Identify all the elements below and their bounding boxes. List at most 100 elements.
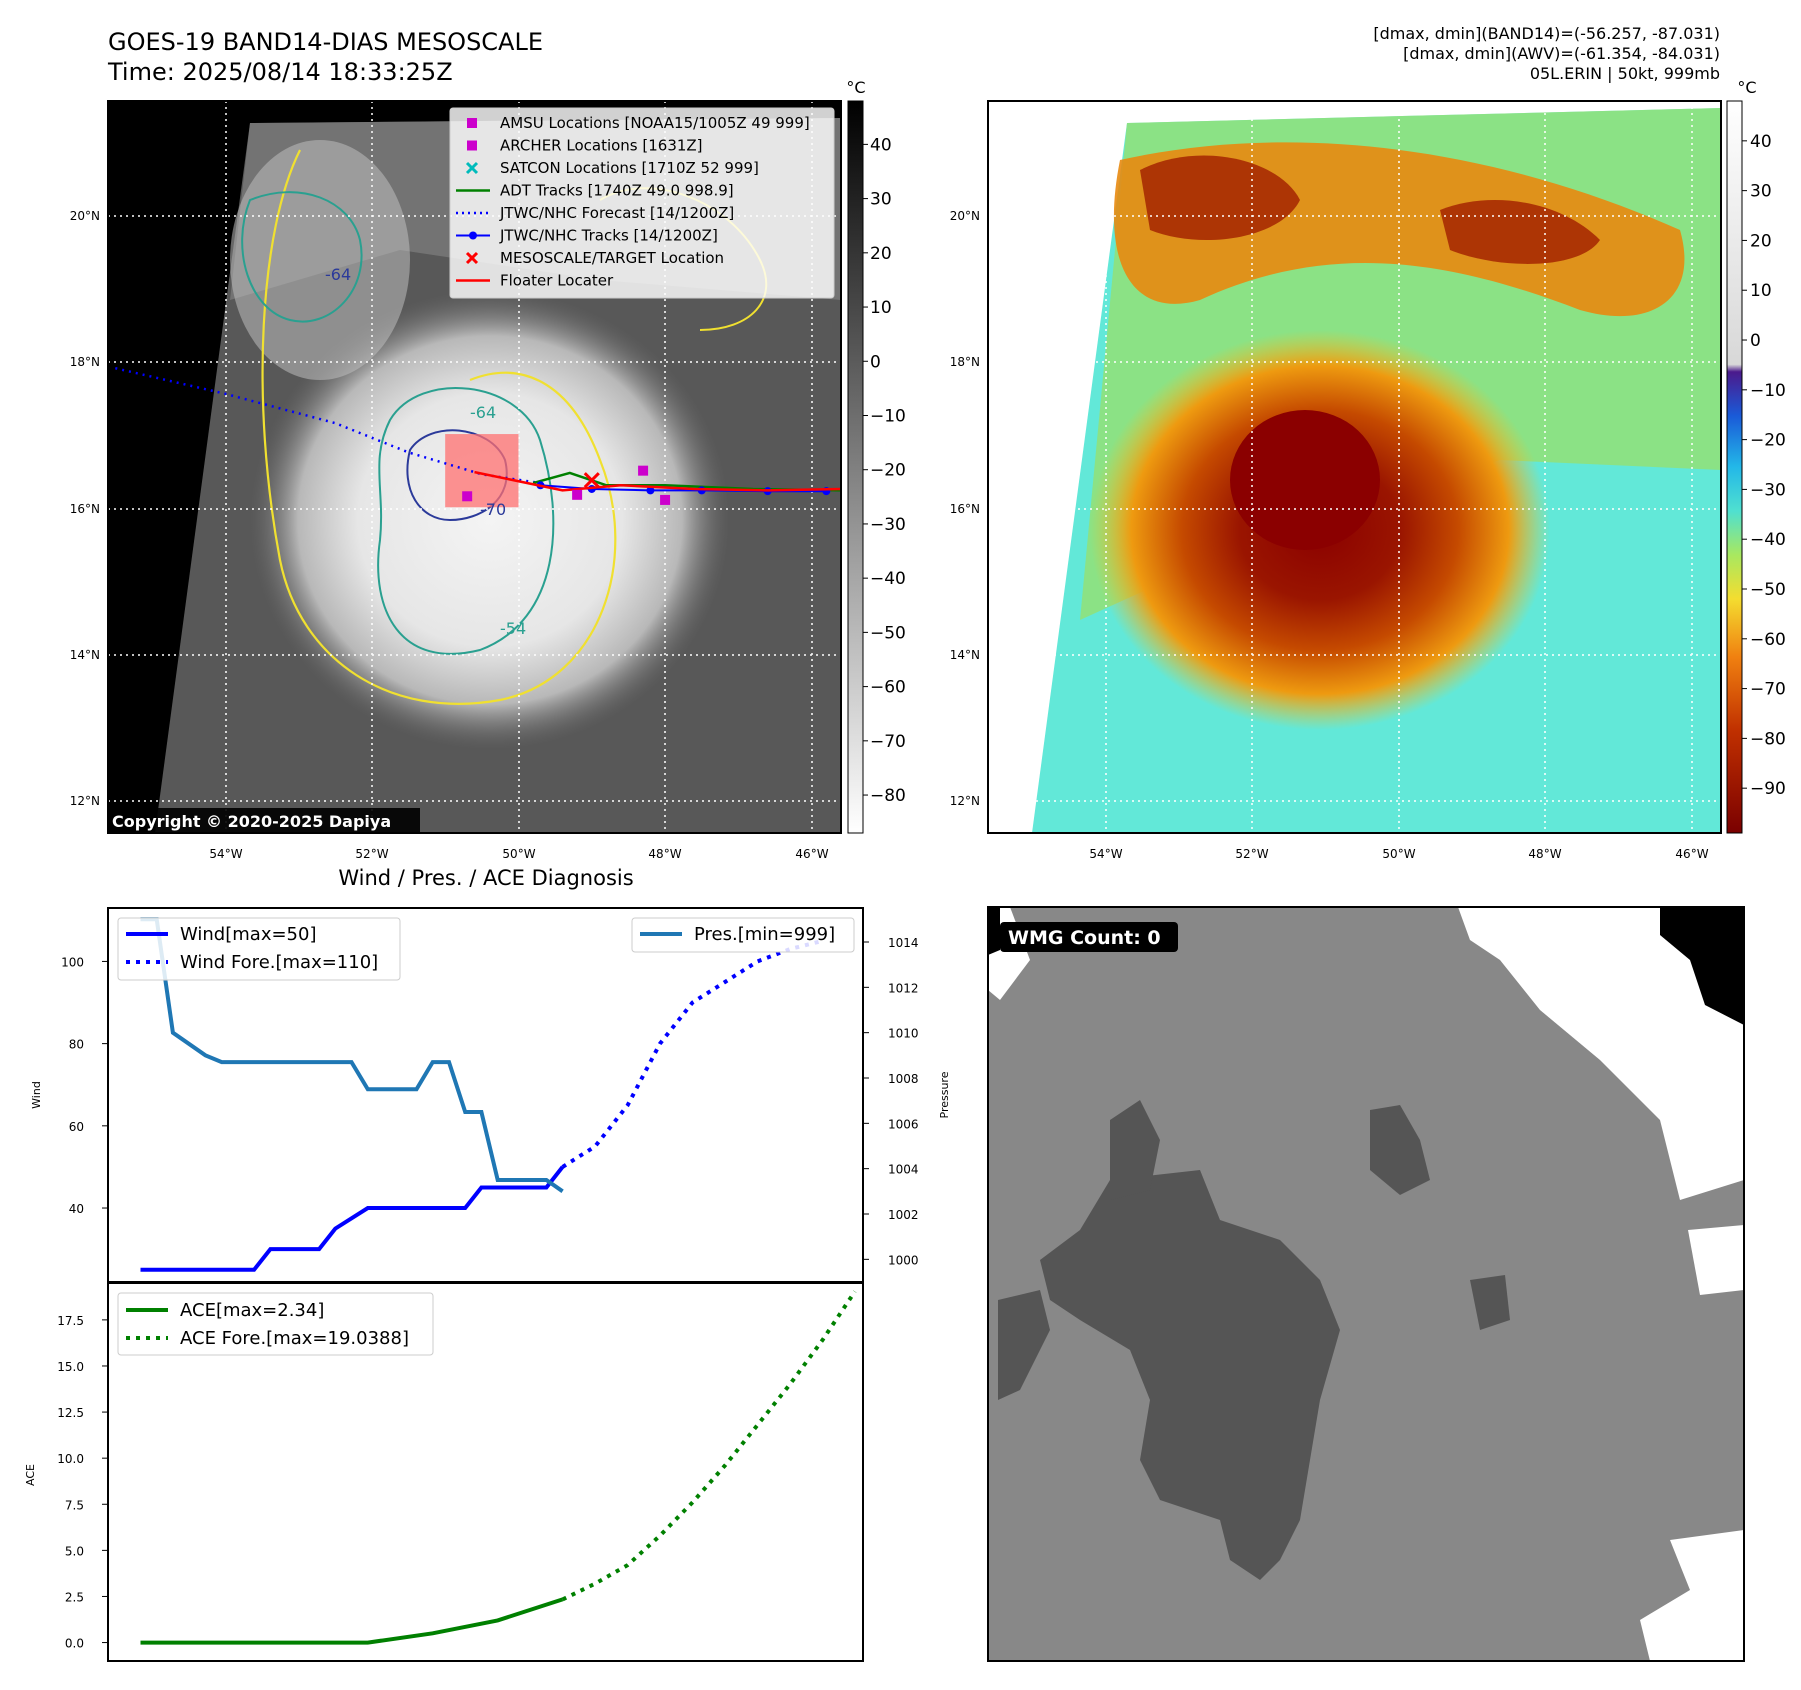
y2-tick-label: 1010 <box>888 1027 919 1041</box>
legend-label: ARCHER Locations [1631Z] <box>500 137 703 155</box>
wmg-dark-region <box>1040 1170 1340 1580</box>
amsu-point <box>660 494 671 505</box>
y2-tick-label: 1006 <box>888 1117 919 1131</box>
band14-colorbar <box>847 100 864 834</box>
legend-entry: SATCON Locations [1710Z 52 999] <box>465 159 759 177</box>
legend-ace: ACE[max=2.34] <box>180 1300 324 1321</box>
y-tick-label: 100 <box>61 955 84 969</box>
y-tick-label: 7.5 <box>65 1498 84 1512</box>
wind-pressure-chart: 40 60 80 100 1000 1002 1004 1006 1008 1010 1012 10… <box>30 907 951 1283</box>
colorbar-tick-label: −70 <box>870 732 906 752</box>
wind-line <box>140 1165 565 1272</box>
y-tick-label: 80 <box>69 1038 84 1052</box>
y2-tick-label: 1004 <box>888 1163 919 1177</box>
contour-label: -54 <box>500 619 526 638</box>
x-tick-label: 54°W <box>1089 847 1122 861</box>
legend-label: Floater Locater <box>500 272 614 290</box>
ace-chart: 0.0 2.5 5.0 7.5 10.0 12.5 15.0 17.5 ACE ACE[max… <box>24 1282 864 1662</box>
legend-pressure: Pres.[min=999] <box>694 924 835 945</box>
y-tick-label: 60 <box>69 1120 84 1134</box>
x-tick-label: 50°W <box>502 847 535 861</box>
colorbar-tick-label: −20 <box>870 461 906 481</box>
y-tick-label: 14°N <box>70 648 100 662</box>
legend-entry: Floater Locater <box>456 272 614 290</box>
legend-label: ADT Tracks [1740Z 49.0 998.9] <box>500 182 734 200</box>
y-tick-label: 16°N <box>70 502 100 516</box>
band14-legend: AMSU Locations [NOAA15/1005Z 49 999] ARCH… <box>449 107 835 299</box>
wmg-panel: WMG Count: 0 <box>987 906 1745 1662</box>
colorbar-tick-label: 30 <box>1750 182 1772 202</box>
contour-teal <box>377 387 555 655</box>
y2-tick-label: 1008 <box>888 1072 919 1086</box>
jtwc-track-point <box>646 486 655 495</box>
legend-entry: MESOSCALE/TARGET Location <box>465 249 724 267</box>
amsu-point <box>638 465 649 476</box>
y-tick-label: 18°N <box>950 355 980 369</box>
figure-time: Time: 2025/08/14 18:33:25Z <box>107 58 453 86</box>
y2-tick-label: 1012 <box>888 981 919 995</box>
colorbar-tick-label: 40 <box>870 135 892 155</box>
colorbar-tick-label: 0 <box>870 352 881 372</box>
awv-gridlines <box>988 101 1721 833</box>
y2-tick-label: 1002 <box>888 1208 919 1222</box>
colorbar-tick-label: −60 <box>870 678 906 698</box>
legend-entry: ARCHER Locations [1631Z] <box>467 137 703 155</box>
x-tick-label: 46°W <box>795 847 828 861</box>
y-tick-label: 17.5 <box>57 1314 84 1328</box>
figure-title: GOES-19 BAND14-DIAS MESOSCALE <box>108 28 543 56</box>
colorbar-tick-label: −90 <box>1750 779 1786 799</box>
y-tick-label: 40 <box>69 1202 84 1216</box>
contour-label: -64 <box>470 403 496 422</box>
colorbar-tick-label: −80 <box>1750 729 1786 749</box>
target-marker <box>583 472 600 489</box>
band14-map: -64 -54 -70 -64 Copyright © 2020-2025 Da… <box>70 78 906 861</box>
archer-point <box>572 489 583 500</box>
colorbar-tick-label: 20 <box>1750 231 1772 251</box>
y-tick-label: 16°N <box>950 502 980 516</box>
archer-point <box>462 491 473 502</box>
x-tick-label: 46°W <box>1675 847 1708 861</box>
colorbar-tick-label: −40 <box>870 569 906 589</box>
legend-ace-forecast: ACE Fore.[max=19.0388] <box>180 1328 409 1349</box>
ace-line <box>140 1597 564 1645</box>
y-tick-label: 18°N <box>70 355 100 369</box>
y-tick-label: 5.0 <box>65 1544 84 1558</box>
legend-entry: AMSU Locations [NOAA15/1005Z 49 999] <box>467 114 810 132</box>
y-tick-label: 10.0 <box>57 1452 84 1466</box>
y-tick-label: 20°N <box>950 209 980 223</box>
pressure-axis-label: Pressure <box>938 1071 951 1118</box>
legend-label: MESOSCALE/TARGET Location <box>500 249 724 267</box>
contour-label: -70 <box>480 500 506 519</box>
legend-label: JTWC/NHC Tracks [14/1200Z] <box>499 227 718 245</box>
colorbar-tick-label: −80 <box>870 786 906 806</box>
storm-info: 05L.ERIN | 50kt, 999mb <box>1530 64 1720 83</box>
y-tick-label: 15.0 <box>57 1360 84 1374</box>
x-tick-label: 54°W <box>209 847 242 861</box>
y-tick-label: 14°N <box>950 648 980 662</box>
legend-wind-forecast: Wind Fore.[max=110] <box>180 952 378 973</box>
copyright-label: Copyright © 2020-2025 Dapiya <box>112 812 391 831</box>
wind-axis-label: Wind <box>30 1081 43 1109</box>
colorbar-unit: °C <box>846 78 865 97</box>
legend-label: JTWC/NHC Forecast [14/1200Z] <box>499 204 734 222</box>
x-tick-label: 48°W <box>1528 847 1561 861</box>
colorbar-tick-label: −50 <box>870 623 906 643</box>
legend-entry: JTWC/NHC Tracks [14/1200Z] <box>456 227 718 245</box>
wmg-count-badge <box>1000 922 1178 952</box>
colorbar-tick-label: 20 <box>870 244 892 264</box>
y-tick-label: 12°N <box>70 794 100 808</box>
x-tick-label: 48°W <box>648 847 681 861</box>
contour-label: -64 <box>325 265 351 284</box>
y-tick-label: 12°N <box>950 794 980 808</box>
colorbar-tick-label: 0 <box>1750 331 1761 351</box>
x-tick-label: 50°W <box>1382 847 1415 861</box>
colorbar-tick-label: −50 <box>1750 580 1786 600</box>
x-tick-label: 52°W <box>355 847 388 861</box>
legend-entry: ADT Tracks [1740Z 49.0 998.9] <box>456 182 734 200</box>
legend-entry: JTWC/NHC Forecast [14/1200Z] <box>456 204 734 222</box>
floater-track <box>474 470 841 492</box>
y2-tick-label: 1000 <box>888 1253 919 1267</box>
wmg-count-label: WMG Count: 0 <box>1008 927 1161 949</box>
target-box <box>445 434 519 508</box>
contour-yellow <box>261 149 617 705</box>
